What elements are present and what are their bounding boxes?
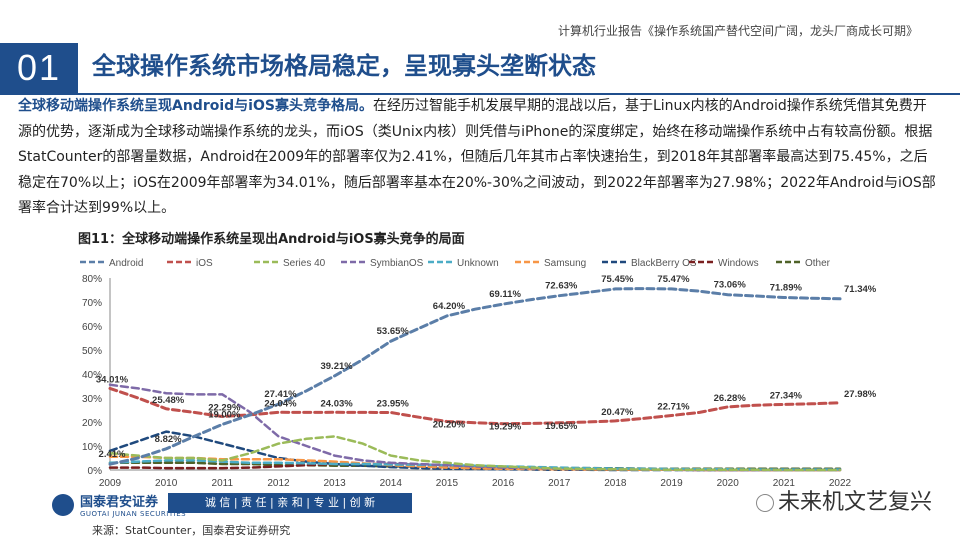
wechat-icon: [755, 494, 774, 512]
data-label: 64.20%: [433, 301, 466, 312]
data-label: 75.47%: [657, 274, 690, 285]
x-tick-label: 2013: [323, 478, 346, 486]
x-tick-label: 2015: [436, 478, 459, 486]
data-label: 20.47%: [601, 407, 634, 418]
logo-icon: [52, 493, 74, 516]
data-label: 39.21%: [320, 361, 353, 372]
x-tick-label: 2016: [492, 478, 515, 486]
watermark-text: 未来机文艺复兴: [777, 490, 932, 515]
data-label: 19.29%: [489, 422, 522, 433]
x-tick-label: 2010: [155, 478, 178, 486]
x-tick-label: 2012: [267, 478, 290, 486]
y-tick-label: 60%: [82, 322, 102, 333]
y-tick-label: 40%: [82, 370, 102, 381]
body-text: 在经历过智能手机发展早期的混战以后，基于Linux内核的Android操作系统凭…: [18, 98, 936, 216]
x-tick-label: 2021: [773, 478, 796, 486]
data-label: 20.20%: [433, 420, 466, 431]
slogan-bar: 诚 信 | 责 任 | 亲 和 | 专 业 | 创 新: [168, 493, 412, 513]
source-note: 来源：StatCounter，国泰君安证券研究: [92, 524, 291, 537]
data-label: 22.29%: [208, 403, 241, 414]
title-divider: [0, 93, 960, 95]
data-label: 71.34%: [844, 284, 877, 295]
data-label: 19.00%: [208, 409, 241, 420]
y-tick-label: 0%: [88, 466, 103, 477]
x-tick-label: 2011: [212, 478, 234, 486]
y-tick-label: 50%: [82, 346, 102, 357]
body-paragraph: 全球移动端操作系统呈现Android与iOS寡头竞争格局。在经历过智能手机发展早…: [18, 94, 938, 222]
data-label: 34.01%: [96, 374, 129, 385]
section-number: 01: [0, 43, 78, 93]
body-lead: 全球移动端操作系统呈现Android与iOS寡头竞争格局。: [18, 98, 373, 114]
data-label: 27.41%: [264, 389, 297, 400]
data-label: 23.95%: [377, 399, 410, 410]
section-title: 全球操作系统市场格局稳定，呈现寡头垄断状态: [92, 52, 596, 80]
x-tick-label: 2017: [548, 478, 571, 486]
report-title: 计算机行业报告《操作系统国产替代空间广阔，龙头厂商成长可期》: [557, 24, 918, 38]
x-tick-label: 2014: [380, 478, 403, 486]
legend-label: Series 40: [283, 258, 326, 269]
y-tick-label: 70%: [82, 298, 102, 309]
legend-label: Android: [109, 258, 143, 269]
x-tick-label: 2009: [99, 478, 122, 486]
data-label: 2.41%: [99, 449, 126, 460]
data-label: 25.48%: [152, 395, 185, 406]
y-tick-label: 20%: [82, 418, 102, 429]
y-tick-label: 10%: [82, 442, 102, 453]
data-label: 22.71%: [657, 401, 690, 412]
watermark: 未来机文艺复兴: [755, 484, 932, 516]
legend-label: BlackBerry OS: [631, 258, 697, 269]
x-tick-label: 2020: [717, 478, 740, 486]
series-line-series-40: [108, 435, 842, 472]
legend-label: SymbianOS: [370, 258, 424, 269]
footer-logo: 国泰君安证券 GUOTAI JUNAN SECURITIES: [52, 491, 186, 518]
data-label: 75.45%: [601, 274, 634, 285]
y-tick-label: 30%: [82, 394, 102, 405]
x-tick-label: 2019: [660, 478, 683, 486]
legend-label: Other: [805, 258, 831, 269]
data-label: 24.03%: [320, 398, 353, 409]
data-label: 24.04%: [264, 398, 297, 409]
data-label: 53.65%: [377, 326, 410, 337]
legend-label: Windows: [718, 258, 759, 269]
data-label: 71.89%: [770, 282, 803, 293]
data-label: 8.82%: [155, 434, 182, 445]
figure-title: 图11：全球移动端操作系统呈现出Android与iOS寡头竞争的局面: [78, 232, 465, 247]
legend-label: iOS: [196, 258, 213, 269]
data-label: 73.06%: [714, 280, 747, 291]
data-label: 69.11%: [489, 289, 521, 300]
data-label: 26.28%: [714, 393, 747, 404]
x-tick-label: 2018: [604, 478, 627, 486]
line-chart: 0% 10% 20% 30% 40% 50% 60% 70% 80% 2009 2010 2011 20…: [80, 258, 877, 486]
series-line-android: [108, 287, 842, 466]
logo-subtitle: GUOTAI JUNAN SECURITIES: [80, 510, 187, 518]
logo-name: 国泰君安证券: [80, 495, 159, 510]
data-label: 27.98%: [844, 389, 877, 400]
data-label: 72.63%: [545, 281, 578, 292]
x-tick-label: 2022: [829, 478, 852, 486]
legend-label: Samsung: [544, 258, 586, 269]
legend-label: Unknown: [457, 258, 499, 269]
y-tick-label: 80%: [82, 274, 102, 285]
data-label: 19.65%: [545, 421, 578, 432]
data-label: 27.34%: [770, 390, 803, 401]
series-line-ios: [108, 386, 842, 426]
